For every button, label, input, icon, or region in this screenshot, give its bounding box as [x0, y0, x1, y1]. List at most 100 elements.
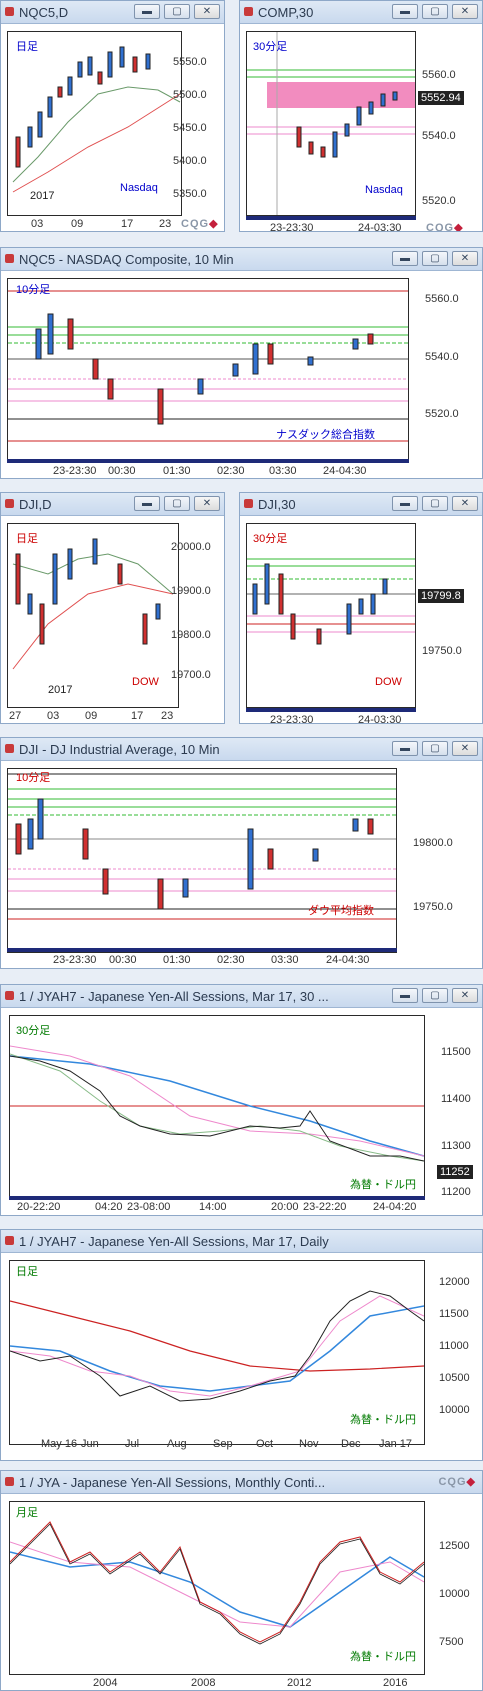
chart-window-dji-daily[interactable]: DJI,D ▬ ▢ ✕ 日足 2017 D: [0, 492, 225, 724]
y-tick: 11500: [439, 1308, 469, 1320]
title-bar[interactable]: DJI,30 ▬ ▢ ✕: [240, 493, 482, 516]
minimize-button[interactable]: ▬: [392, 251, 418, 266]
candle: [392, 91, 398, 101]
chart-window-nasdaq-10min[interactable]: NQC5 - NASDAQ Composite, 10 Min ▬ ▢ ✕: [0, 247, 483, 479]
plot-area[interactable]: 日足 2017 DOW: [7, 523, 179, 708]
candle: [82, 828, 89, 860]
x-tick: 03:30: [269, 465, 297, 477]
plot-area[interactable]: 日足 2017 Nasdaq: [7, 31, 182, 216]
plot-area[interactable]: 30分足 Nasdaq: [246, 31, 416, 216]
close-button[interactable]: ✕: [194, 4, 220, 19]
x-tick: 23-23:30: [270, 222, 314, 232]
x-tick: 23: [161, 710, 174, 722]
chart-window-nqc5-daily[interactable]: NQC5,D ▬ ▢ ✕: [0, 0, 225, 232]
price-chart: [9, 1521, 425, 1645]
minimize-button[interactable]: ▬: [392, 988, 418, 1003]
maximize-button[interactable]: ▢: [164, 496, 190, 511]
y-tick: 5540.0: [422, 130, 456, 142]
window-icon: [5, 7, 14, 16]
window-title: DJI,D: [19, 497, 52, 512]
y-tick: 11500: [441, 1046, 471, 1058]
close-button[interactable]: ✕: [452, 741, 478, 756]
y-tick: 5500.0: [173, 89, 207, 101]
time-scroll-bar: [7, 459, 409, 463]
timeframe-label: 10分足: [16, 284, 51, 296]
title-bar[interactable]: DJI,D ▬ ▢ ✕: [1, 493, 224, 516]
title-bar[interactable]: 1 / JYAH7 - Japanese Yen-All Sessions, M…: [1, 1230, 482, 1253]
minimize-button[interactable]: ▬: [392, 741, 418, 756]
candle: [37, 798, 44, 840]
candle: [47, 96, 53, 118]
candle: [27, 593, 33, 615]
title-bar[interactable]: NQC5 - NASDAQ Composite, 10 Min ▬ ▢ ✕: [1, 248, 482, 271]
minimize-button[interactable]: ▬: [392, 4, 418, 19]
close-button[interactable]: ✕: [194, 496, 220, 511]
price-chart: [8, 773, 396, 920]
candle: [252, 583, 258, 615]
close-button[interactable]: ✕: [452, 4, 478, 19]
plot-area[interactable]: 10分足 ダウ平均指数: [7, 768, 397, 953]
maximize-button[interactable]: ▢: [422, 496, 448, 511]
candle: [117, 563, 123, 585]
chart-window-jya-monthly[interactable]: 1 / JYA - Japanese Yen-All Sessions, Mon…: [0, 1470, 483, 1691]
minimize-button[interactable]: ▬: [392, 496, 418, 511]
x-tick: 02:30: [217, 465, 245, 477]
y-tick: 10500: [439, 1372, 470, 1384]
title-bar[interactable]: NQC5,D ▬ ▢ ✕: [1, 1, 224, 24]
title-bar[interactable]: COMP,30 ▬ ▢ ✕: [240, 1, 482, 24]
x-tick: 01:30: [163, 465, 191, 477]
candle: [15, 136, 21, 168]
x-tick: 24-04:30: [323, 465, 367, 477]
maximize-button[interactable]: ▢: [164, 4, 190, 19]
y-tick: 20000.0: [171, 541, 211, 553]
x-tick: 2012: [287, 1677, 312, 1689]
title-bar[interactable]: DJI - DJ Industrial Average, 10 Min ▬ ▢ …: [1, 738, 482, 761]
x-tick: 00:30: [109, 954, 137, 966]
x-tick: Nov: [299, 1438, 319, 1450]
window-icon: [5, 254, 14, 263]
moving-average-line: [9, 1295, 425, 1397]
minimize-button[interactable]: ▬: [134, 496, 160, 511]
maximize-button[interactable]: ▢: [422, 251, 448, 266]
chart-window-dji-10min[interactable]: DJI - DJ Industrial Average, 10 Min ▬ ▢ …: [0, 737, 483, 969]
chart-window-dji-30min[interactable]: DJI,30 ▬ ▢ ✕: [239, 492, 483, 724]
x-tick: Sep: [213, 1438, 233, 1450]
moving-average-line: [12, 86, 181, 183]
maximize-button[interactable]: ▢: [422, 4, 448, 19]
window-title: NQC5,D: [19, 5, 69, 20]
plot-area[interactable]: 30分足 DOW: [246, 523, 416, 708]
candle: [67, 318, 74, 350]
candle: [267, 848, 274, 870]
x-tick: 2016: [383, 1677, 408, 1689]
candle: [352, 338, 359, 350]
plot-area[interactable]: 月足 為替・ドル円: [9, 1501, 425, 1675]
plot-area[interactable]: 日足 為替・ドル円: [9, 1260, 425, 1445]
y-tick: 10000: [439, 1588, 470, 1600]
maximize-button[interactable]: ▢: [422, 988, 448, 1003]
cqg-logo: CQG◆: [181, 218, 219, 230]
title-bar[interactable]: 1 / JYA - Japanese Yen-All Sessions, Mon…: [1, 1471, 482, 1494]
y-tick: 5400.0: [173, 155, 207, 167]
y-tick: 12500: [439, 1540, 470, 1552]
chart-window-comp-30min[interactable]: COMP,30 ▬ ▢ ✕: [239, 0, 483, 232]
x-tick: 24-03:30: [358, 222, 402, 232]
instrument-label: ナスダック総合指数: [276, 429, 375, 441]
minimize-button[interactable]: ▬: [134, 4, 160, 19]
chart-window-jyah7-30min[interactable]: 1 / JYAH7 - Japanese Yen-All Sessions, M…: [0, 984, 483, 1216]
moving-average-line: [9, 1055, 425, 1157]
candle: [15, 823, 22, 855]
candle: [132, 56, 138, 73]
close-button[interactable]: ✕: [452, 251, 478, 266]
plot-area[interactable]: 30分足 為替・ドル円: [9, 1015, 425, 1200]
close-button[interactable]: ✕: [452, 496, 478, 511]
plot-area[interactable]: 10分足 ナスダック総合指数: [7, 278, 409, 463]
candle: [145, 53, 151, 70]
chart-window-jyah7-daily[interactable]: 1 / JYAH7 - Japanese Yen-All Sessions, M…: [0, 1229, 483, 1461]
title-bar[interactable]: 1 / JYAH7 - Japanese Yen-All Sessions, M…: [1, 985, 482, 1008]
maximize-button[interactable]: ▢: [422, 741, 448, 756]
y-tick: 5350.0: [173, 188, 207, 200]
x-tick: 04:20: [95, 1201, 123, 1213]
price-line: [9, 1521, 425, 1643]
x-tick: 23-23:30: [53, 465, 97, 477]
close-button[interactable]: ✕: [452, 988, 478, 1003]
